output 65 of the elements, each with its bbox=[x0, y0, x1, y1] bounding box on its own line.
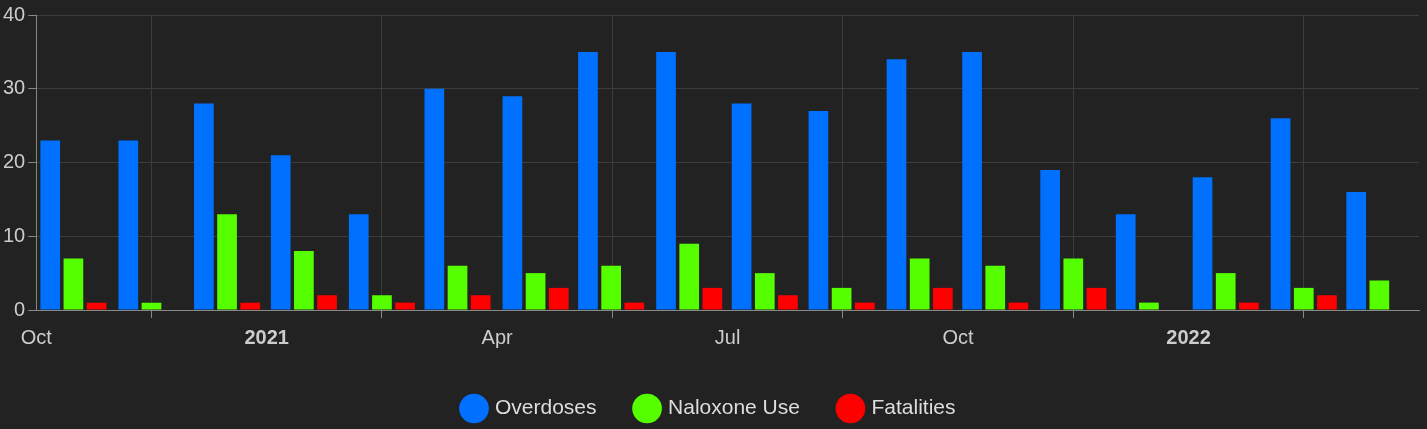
bar bbox=[1040, 169, 1060, 310]
bar bbox=[240, 302, 261, 310]
bar bbox=[141, 302, 162, 310]
bar bbox=[294, 251, 314, 310]
bar bbox=[578, 51, 598, 310]
bar bbox=[372, 295, 392, 310]
bar bbox=[217, 214, 237, 310]
bar bbox=[656, 51, 676, 310]
legend-label: Fatalities bbox=[871, 395, 956, 419]
bar bbox=[1346, 192, 1367, 310]
bar bbox=[831, 287, 852, 310]
bar bbox=[424, 88, 445, 310]
legend-label: Naloxone Use bbox=[668, 395, 800, 419]
bar bbox=[854, 302, 875, 310]
bar bbox=[985, 265, 1006, 310]
x-tick-label: Apr bbox=[481, 325, 514, 348]
y-tick-label: 10 bbox=[3, 223, 26, 246]
bar bbox=[447, 265, 468, 310]
bar bbox=[502, 96, 523, 310]
bar bbox=[1008, 302, 1029, 310]
bar bbox=[525, 273, 546, 310]
bar bbox=[270, 155, 291, 310]
bar bbox=[808, 110, 829, 310]
legend-label: Overdoses bbox=[495, 395, 597, 419]
bar bbox=[601, 265, 622, 310]
bar bbox=[1192, 177, 1213, 310]
bar bbox=[63, 258, 84, 310]
bar bbox=[86, 302, 107, 310]
bar bbox=[731, 103, 752, 310]
y-tick-label: 40 bbox=[3, 2, 26, 25]
bar bbox=[194, 103, 214, 310]
bar bbox=[624, 302, 645, 310]
bar bbox=[548, 287, 569, 310]
bar bbox=[962, 51, 982, 310]
bar bbox=[1239, 302, 1259, 310]
x-tick-label: 2022 bbox=[1166, 325, 1211, 348]
bar bbox=[40, 140, 61, 310]
y-tick-label: 30 bbox=[3, 76, 26, 99]
bar bbox=[317, 295, 337, 310]
bar bbox=[470, 295, 491, 310]
bar bbox=[1369, 280, 1390, 310]
bar bbox=[1063, 258, 1084, 310]
bar bbox=[933, 287, 953, 310]
bar bbox=[754, 273, 775, 310]
bar bbox=[679, 243, 700, 310]
bar bbox=[886, 59, 907, 310]
y-tick-label: 20 bbox=[3, 150, 26, 173]
bar bbox=[1086, 287, 1107, 310]
y-tick-label: 0 bbox=[14, 297, 26, 320]
bar bbox=[1139, 302, 1159, 310]
bar bbox=[1293, 287, 1314, 310]
x-tick-label: 2021 bbox=[244, 325, 289, 348]
bar bbox=[1115, 214, 1136, 310]
bar bbox=[909, 258, 930, 310]
bar bbox=[778, 295, 798, 310]
x-tick-label: Oct bbox=[942, 325, 975, 348]
bar bbox=[1317, 295, 1337, 310]
bar bbox=[1270, 118, 1291, 310]
x-tick-label: Jul bbox=[714, 325, 741, 348]
bar bbox=[348, 214, 369, 310]
x-tick-label: Oct bbox=[20, 325, 53, 348]
bar bbox=[702, 287, 723, 310]
bar bbox=[395, 302, 415, 310]
bar bbox=[1215, 273, 1236, 310]
bar bbox=[118, 140, 139, 310]
